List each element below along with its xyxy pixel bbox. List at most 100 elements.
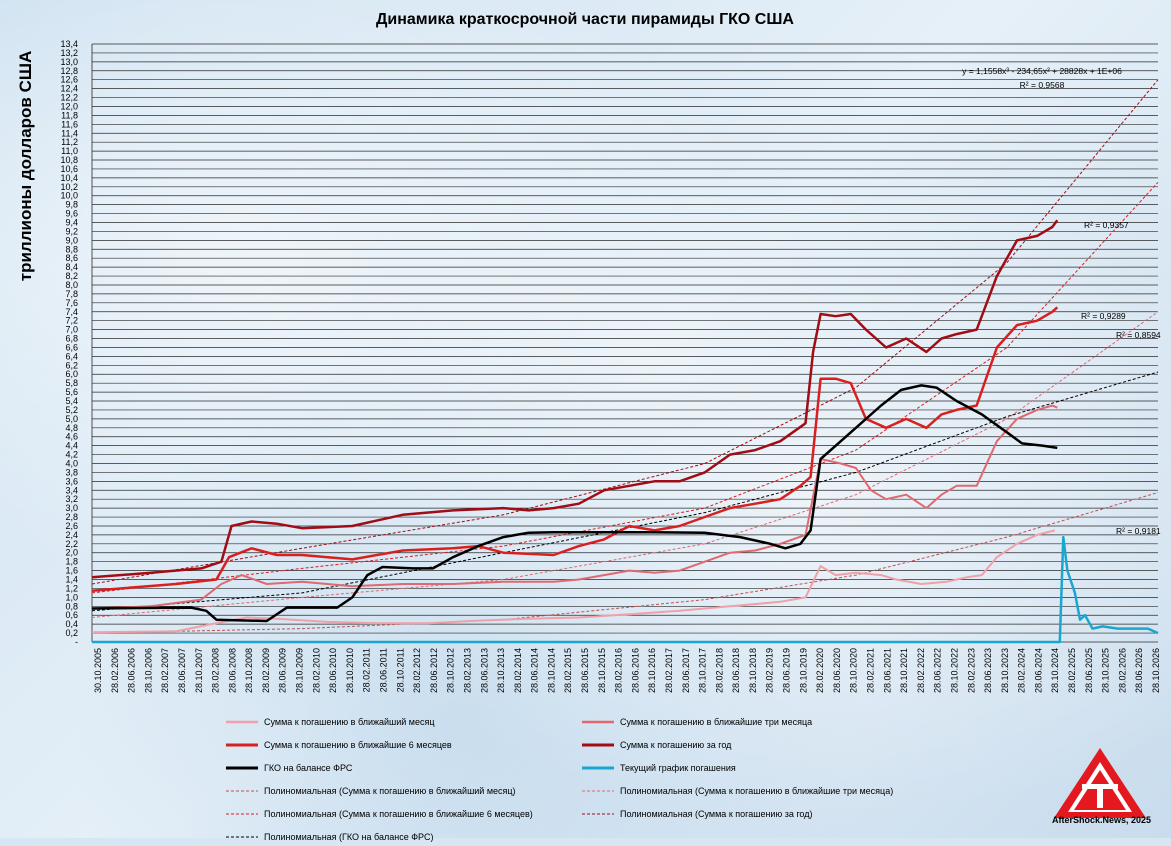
y-tick-label: 5,0 <box>65 414 78 424</box>
legend-label: Сумма к погашению в ближайшие три месяца <box>620 716 813 727</box>
y-tick-label: 3,4 <box>65 485 78 495</box>
x-tick-label: 28.06.2018 <box>731 648 741 693</box>
trend-equation: y = 1,1558x³ - 234,65x² + 28828x + 1E+06 <box>962 66 1122 76</box>
series-line-2 <box>91 306 1059 592</box>
legend-label: Сумма к погашению в ближайший месяц <box>264 716 435 727</box>
y-tick-label: 12,6 <box>60 75 78 85</box>
y-tick-label: 6,0 <box>65 369 78 379</box>
x-tick-label: 28.02.2007 <box>160 648 170 693</box>
x-tick-label: 28.06.2023 <box>983 648 993 693</box>
y-tick-label: 1,0 <box>65 592 78 602</box>
x-tick-label: 28.06.2021 <box>882 648 892 693</box>
legend-label: Сумма к погашению в ближайшие 6 месяцев <box>264 739 452 750</box>
x-tick-label: 28.10.2016 <box>647 648 657 693</box>
legend-item-current: Текущий график погашения <box>582 758 982 777</box>
x-tick-label: 28.06.2024 <box>1033 648 1043 693</box>
x-tick-label: 28.02.2011 <box>362 648 372 692</box>
r2-label-3m: R² = 0,8594 <box>1116 330 1161 340</box>
y-tick-label: 1,6 <box>65 566 78 576</box>
y-tick-label: 3,6 <box>65 476 78 486</box>
y-tick-label: 11,2 <box>61 137 78 147</box>
y-tick-label: - <box>75 637 78 647</box>
x-tick-label: 28.06.2026 <box>1134 648 1144 693</box>
y-tick-label: 6,6 <box>65 342 78 352</box>
x-tick-label: 28.02.2026 <box>1117 648 1127 693</box>
trend-equation-r2: R² = 0,9568 <box>1020 80 1065 90</box>
x-tick-label: 28.06.2009 <box>278 648 288 693</box>
trendline-1 <box>91 311 1159 618</box>
y-tick-label: 10,0 <box>60 191 78 201</box>
x-tick-label: 28.06.2012 <box>429 648 439 693</box>
series-line-0 <box>91 529 1056 634</box>
x-tick-label: 28.02.2020 <box>815 648 825 693</box>
y-tick-label: 10,4 <box>60 173 78 183</box>
x-tick-label: 28.02.2012 <box>412 648 422 693</box>
y-tick-label: 11,0 <box>61 146 78 156</box>
y-tick-label: 6,8 <box>65 334 78 344</box>
y-tick-label: 8,2 <box>65 271 78 281</box>
x-tick-label: 28.02.2023 <box>966 648 976 693</box>
y-tick-label: 12,4 <box>60 84 78 94</box>
trendline-4 <box>91 371 1159 612</box>
x-tick-label: 28.10.2020 <box>849 648 859 693</box>
x-tick-label: 28.02.2013 <box>462 648 472 693</box>
x-tick-label: 28.10.2011 <box>395 648 405 692</box>
y-tick-label: 11,8 <box>61 110 78 120</box>
y-tick-label: 0,8 <box>65 601 78 611</box>
y-tick-label: 6,4 <box>65 351 78 361</box>
legend-label: Полиномиальная (Сумма к погашению за год… <box>620 808 813 819</box>
x-tick-label: 28.10.2024 <box>1050 648 1060 693</box>
y-tick-label: 4,4 <box>65 441 78 451</box>
y-tick-label: 10,8 <box>60 155 78 165</box>
legend-label: Полиномиальная (Сумма к погашению в ближ… <box>620 785 894 796</box>
y-tick-label: 9,2 <box>65 226 78 236</box>
legend-label: Сумма к погашению за год <box>620 739 732 750</box>
y-tick-label: 7,6 <box>65 298 78 308</box>
x-tick-label: 28.02.2017 <box>664 648 674 693</box>
x-tick-label: 28.06.2014 <box>530 648 540 693</box>
y-tick-label: 0,6 <box>65 610 78 620</box>
footer-source: AfterShock.News, 2025 <box>1052 815 1152 825</box>
y-axis-label: триллионы долларов США <box>16 51 35 282</box>
y-tick-label: 2,8 <box>65 512 78 522</box>
x-tick-label: 28.10.2026 <box>1151 648 1161 693</box>
y-tick-label: 8,4 <box>65 262 78 272</box>
x-tick-label: 28.06.2010 <box>328 648 338 693</box>
x-tick-label: 28.06.2011 <box>378 648 388 692</box>
y-tick-label: 13,0 <box>60 57 78 67</box>
legend-label: Полиномиальная (Сумма к погашению в ближ… <box>264 808 533 819</box>
y-tick-label: 6,2 <box>65 360 78 370</box>
x-tick-label: 28.02.2014 <box>513 648 523 693</box>
x-tick-label: 28.06.2008 <box>227 648 237 693</box>
legend-item-trend-3m: Полиномиальная (Сумма к погашению в ближ… <box>582 781 982 800</box>
x-tick-label: 28.10.2010 <box>345 648 355 693</box>
legend: Сумма к погашению в ближайший месяц Сумм… <box>226 712 986 846</box>
legend-item-trend-1m: Полиномиальная (Сумма к погашению в ближ… <box>226 781 582 800</box>
y-tick-label: 2,4 <box>65 530 78 540</box>
x-tick-label: 28.10.2013 <box>496 648 506 693</box>
y-tick-label: 9,0 <box>65 235 78 245</box>
x-tick-label: 28.10.2025 <box>1101 648 1111 693</box>
y-tick-label: 12,0 <box>60 101 78 111</box>
y-tick-label: 5,4 <box>65 396 78 406</box>
series-line-4 <box>91 384 1058 623</box>
trendlines <box>91 79 1159 634</box>
x-tick-label: 28.02.2010 <box>311 648 321 693</box>
series-line-1 <box>91 404 1058 610</box>
y-tick-label: 4,8 <box>65 423 78 433</box>
series-lines <box>91 219 1159 644</box>
x-tick-label: 28.02.2022 <box>916 648 926 693</box>
y-tick-label: 9,8 <box>65 200 78 210</box>
r2-label-year: R² = 0,9357 <box>1084 220 1129 230</box>
y-tick-label: 8,6 <box>65 253 78 263</box>
y-tick-label: 5,2 <box>65 405 78 415</box>
y-tick-label: 10,6 <box>60 164 78 174</box>
x-tick-label: 28.06.2013 <box>479 648 489 693</box>
y-tick-label: 11,6 <box>61 119 78 129</box>
y-tick-label: 2,0 <box>65 548 78 558</box>
x-tick-label: 28.10.2012 <box>446 648 456 693</box>
legend-item-fed: ГКО на балансе ФРС <box>226 758 582 777</box>
x-tick-label: 28.10.2006 <box>143 648 153 693</box>
series-line-5 <box>92 535 1159 644</box>
